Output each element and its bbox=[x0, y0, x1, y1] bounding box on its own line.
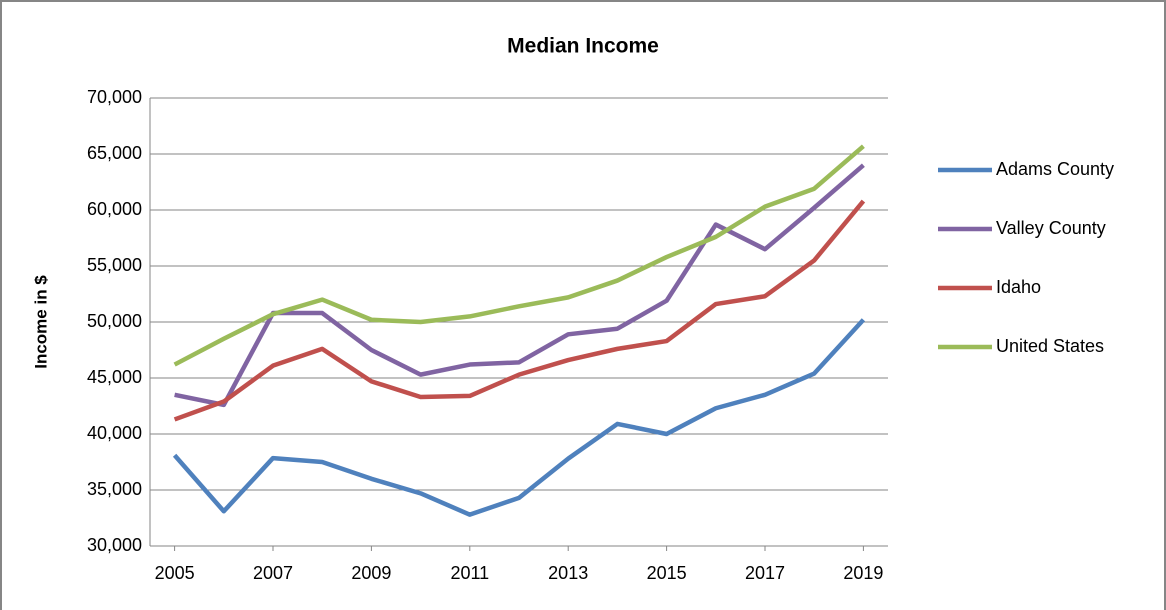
x-tick-label: 2017 bbox=[745, 563, 785, 583]
series-line bbox=[173, 144, 865, 367]
series-line bbox=[173, 199, 866, 422]
y-tick-label: 70,000 bbox=[87, 87, 142, 107]
x-tick-label: 2013 bbox=[548, 563, 588, 583]
x-tick-label: 2015 bbox=[647, 563, 687, 583]
legend-label: Idaho bbox=[996, 277, 1041, 297]
x-tick-label: 2007 bbox=[253, 563, 293, 583]
legend-label: Valley County bbox=[996, 218, 1106, 238]
y-tick-label: 40,000 bbox=[87, 423, 142, 443]
y-tick-label: 60,000 bbox=[87, 199, 142, 219]
x-tick-label: 2011 bbox=[450, 563, 489, 583]
legend-label: United States bbox=[996, 336, 1104, 356]
x-tick-label: 2005 bbox=[155, 563, 195, 583]
y-axis-label: Income in $ bbox=[31, 275, 50, 369]
y-tick-label: 45,000 bbox=[87, 367, 142, 387]
series-line bbox=[174, 163, 865, 408]
series-line bbox=[172, 318, 866, 517]
y-tick-label: 50,000 bbox=[87, 311, 142, 331]
x-tick-label: 2009 bbox=[351, 563, 391, 583]
y-tick-label: 65,000 bbox=[87, 143, 142, 163]
x-tick-label: 2019 bbox=[843, 563, 883, 583]
y-tick-label: 55,000 bbox=[87, 255, 142, 275]
legend-label: Adams County bbox=[996, 159, 1114, 179]
y-tick-label: 30,000 bbox=[87, 535, 142, 555]
chart-title: Median Income bbox=[507, 35, 659, 58]
y-tick-label: 35,000 bbox=[87, 479, 142, 499]
